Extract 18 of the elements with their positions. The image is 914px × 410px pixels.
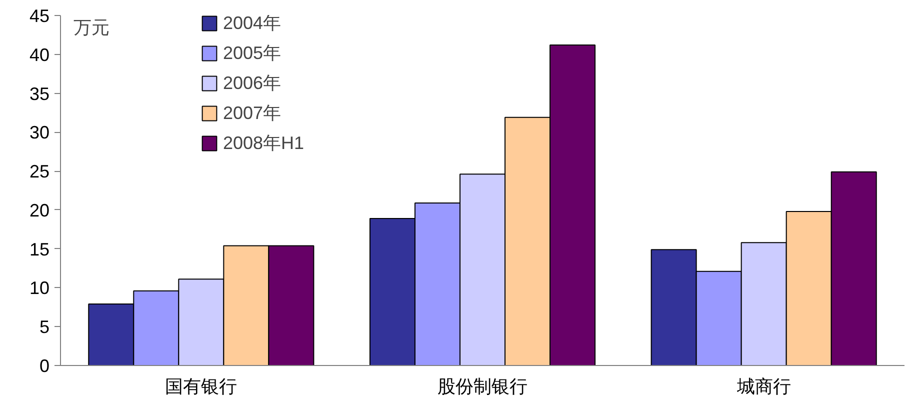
legend-label: 2007年 [223, 102, 282, 125]
y-tick-label: 25 [29, 162, 50, 182]
legend-label: 2005年 [223, 42, 282, 65]
x-tick-label: 股份制银行 [438, 376, 528, 396]
legend-label: 2006年 [223, 72, 282, 95]
y-tick-label: 30 [29, 122, 50, 143]
y-tick-label: 5 [39, 317, 50, 338]
y-tick-label: 40 [29, 44, 50, 65]
x-tick-label: 城商行 [736, 376, 791, 396]
y-tick-label: 45 [29, 6, 50, 26]
x-tick-label: 国有银行 [165, 376, 238, 396]
y-tick-label: 10 [29, 278, 50, 298]
y-tick-label: 35 [29, 84, 50, 104]
y-tick-label: 0 [39, 356, 50, 376]
y-tick-label: 15 [29, 239, 50, 260]
y-axis-title: 万元 [74, 18, 110, 38]
y-tick-label: 20 [29, 200, 50, 220]
legend-label: 2008年H1 [223, 132, 304, 155]
